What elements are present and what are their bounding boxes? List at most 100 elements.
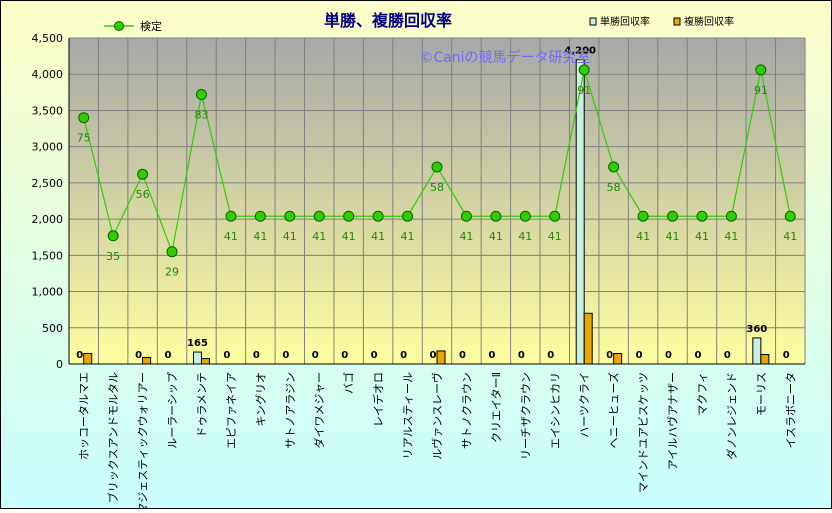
kentei-point <box>313 210 325 222</box>
x-category-label: ダイワメジャー <box>312 372 326 448</box>
kentei-point <box>107 230 119 242</box>
kentei-point <box>254 210 266 222</box>
x-category-label: サトノアラジン <box>284 372 297 449</box>
bar-value-label: 0 <box>606 350 613 361</box>
x-category-label: イスラボニータ <box>784 372 797 449</box>
kentei-point <box>578 64 590 76</box>
bar-fukusho <box>613 352 623 365</box>
kentei-point <box>225 210 237 222</box>
bar-value-label: 0 <box>665 350 672 361</box>
bar-value-label: 0 <box>341 350 348 361</box>
kentei-point <box>402 210 414 222</box>
bar-fukusho <box>583 312 593 365</box>
x-axis-categories: ホッコータルマエ ブリックスアンドモルタル マジェスティックウォリアー ルーラーシップ… <box>78 372 798 513</box>
y-tick-label: 0 <box>56 358 63 371</box>
x-category-label: モーリス <box>755 372 768 416</box>
x-category-label: ホッコータルマエ <box>78 372 91 460</box>
y-tick-label: 1,500 <box>32 249 64 262</box>
bar-value-label: 165 <box>187 338 208 349</box>
legend-bar2-swatch <box>673 17 681 26</box>
kentei-point <box>284 210 296 222</box>
kentei-label: 41 <box>371 230 385 243</box>
kentei-point <box>195 89 207 101</box>
bar-value-label: 0 <box>547 350 554 361</box>
legend-line-label: 検定 <box>140 19 162 33</box>
x-category-label: マクフィ <box>696 372 709 416</box>
kentei-point <box>166 246 178 258</box>
kentei-label: 41 <box>459 230 473 243</box>
x-category-label: ハーツクライ <box>578 372 591 438</box>
bar-value-label: 0 <box>253 350 260 361</box>
x-category-label: リアルスティール <box>402 372 415 459</box>
kentei-label: 91 <box>754 84 768 97</box>
x-category-label: マジェスティックウォリアー <box>137 372 150 509</box>
legend-bar2-label: 複勝回収率 <box>684 15 734 28</box>
bar-value-label: 0 <box>371 350 378 361</box>
kentei-point <box>549 210 561 222</box>
bar-fukusho <box>83 352 93 365</box>
bar-tansho <box>192 351 202 365</box>
bar-fukusho <box>760 354 770 365</box>
kentei-label: 41 <box>783 230 797 243</box>
bar-value-label: 4,200 <box>564 46 596 57</box>
x-category-label: マインドユアビスケッツ <box>637 372 650 493</box>
bar-fukusho <box>200 358 210 365</box>
bar-value-label: 0 <box>282 350 289 361</box>
x-category-label: エイシンヒカリ <box>549 372 562 449</box>
kentei-label: 41 <box>283 230 297 243</box>
kentei-point <box>431 161 443 173</box>
y-tick-label: 500 <box>42 322 63 335</box>
kentei-point <box>667 210 679 222</box>
kentei-label: 35 <box>106 250 120 263</box>
x-category-label: キングリオ <box>253 372 267 427</box>
kentei-point <box>372 210 384 222</box>
kentei-point <box>784 210 796 222</box>
x-category-label: リーチザクラウン <box>519 372 532 460</box>
legend: 検定 単勝回収率 複勝回収率 <box>104 15 734 33</box>
y-tick-label: 2,500 <box>32 177 64 190</box>
y-tick-label: 4,000 <box>32 68 64 81</box>
kentei-label: 41 <box>695 230 709 243</box>
kentei-label: 75 <box>77 132 91 145</box>
kentei-label: 83 <box>194 109 208 122</box>
kentei-point <box>608 161 620 173</box>
bar-tansho <box>575 59 585 365</box>
bar-value-label: 0 <box>165 350 172 361</box>
kentei-label: 41 <box>253 230 267 243</box>
bar-value-label: 0 <box>312 350 319 361</box>
x-category-label: サトノクラウン <box>460 372 473 449</box>
kentei-point <box>78 112 90 124</box>
bar-value-label: 360 <box>746 324 767 335</box>
kentei-label: 41 <box>518 230 532 243</box>
kentei-label: 41 <box>489 230 503 243</box>
bar-value-label: 0 <box>694 350 701 361</box>
bar-value-label: 0 <box>518 350 525 361</box>
y-tick-label: 2,000 <box>32 213 64 226</box>
kentei-point <box>519 210 531 222</box>
kentei-label: 91 <box>577 84 591 97</box>
bar-value-label: 0 <box>223 350 230 361</box>
x-category-label: ルーラーシップ <box>166 372 179 449</box>
kentei-label: 41 <box>724 230 738 243</box>
kentei-point <box>696 210 708 222</box>
y-tick-label: 3,000 <box>32 141 64 154</box>
legend-dot-marker <box>114 21 124 31</box>
kentei-point <box>343 210 355 222</box>
kentei-label: 41 <box>636 230 650 243</box>
x-category-label: エピファネイア <box>225 372 238 449</box>
bar-value-label: 0 <box>636 350 643 361</box>
kentei-label: 41 <box>548 230 562 243</box>
legend-bar1-label: 単勝回収率 <box>600 15 650 28</box>
kentei-label: 41 <box>224 230 238 243</box>
kentei-label: 58 <box>430 181 444 194</box>
x-category-label: レイデオロ <box>371 372 385 427</box>
y-axis-ticks: 0 500 1,000 1,500 2,000 2,500 3,000 3,500 4,000 4… <box>32 32 64 371</box>
bars: 0 0 0 165 0 0 0 0 0 0 0 0 0 0 0 0 4,200 0 0 0 0 0 360 0 <box>76 46 790 365</box>
x-category-label: ダノンレジェンド <box>724 372 738 460</box>
x-category-label: バゴ <box>342 372 356 394</box>
x-category-label: ヘニーヒューズ <box>607 372 621 448</box>
kentei-label: 41 <box>401 230 415 243</box>
kentei-label: 29 <box>165 266 179 279</box>
